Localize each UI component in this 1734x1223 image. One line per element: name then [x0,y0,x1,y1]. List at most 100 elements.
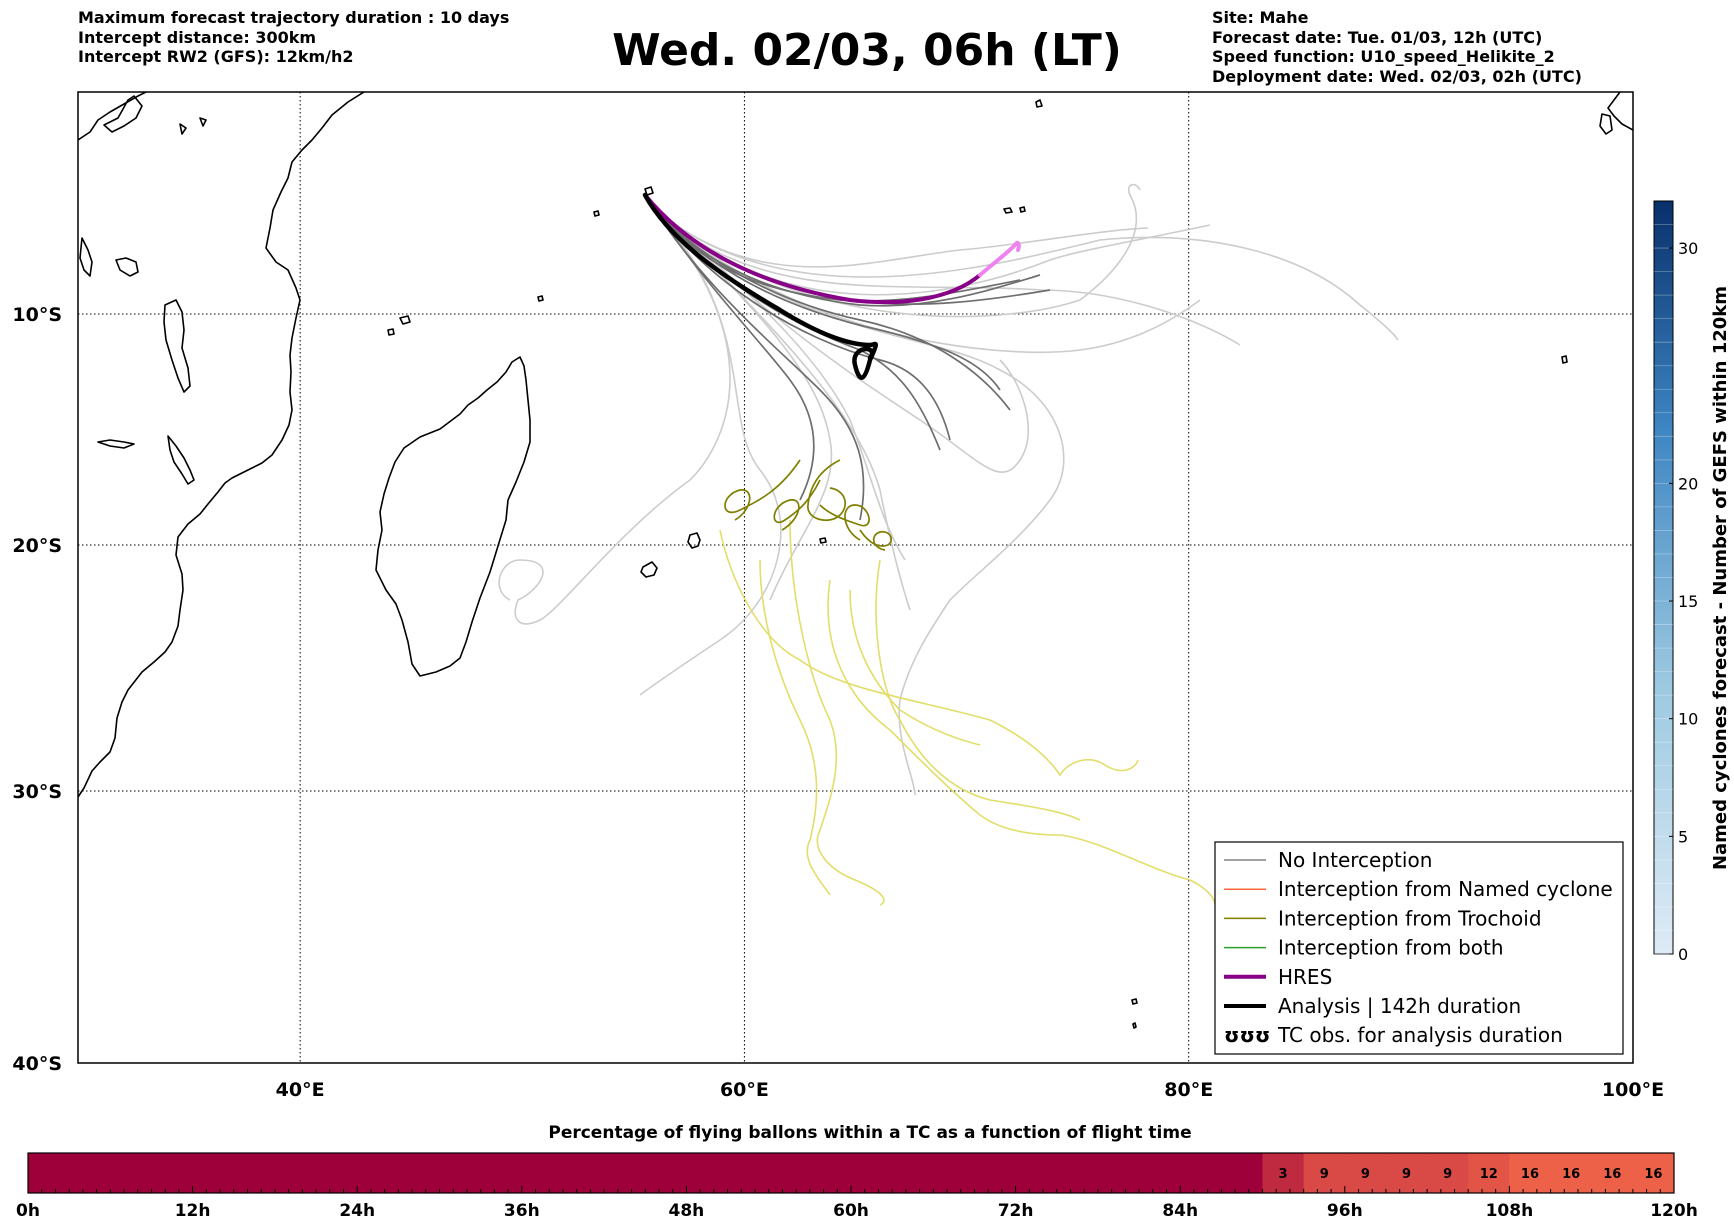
time-bar-cell [1221,1153,1263,1193]
legend-label: Analysis | 142h duration [1278,994,1521,1018]
trajectories-trochoid-tails [719,519,1216,906]
trajectory-light [498,204,731,625]
time-bar-cell [1139,1153,1181,1193]
analysis-trajectory [642,192,878,380]
latitude-label: 20°S [12,535,62,557]
trajectory-no-interception [644,194,1001,391]
legend-box [1214,841,1624,1055]
legend-label: Interception from both [1278,936,1504,960]
time-bar-cell [686,1153,729,1193]
colorbar-title: Named cyclones forecast - Number of GEFS… [1710,286,1731,870]
time-bar-tick-label: 0h [16,1201,40,1221]
island-mahe [644,186,654,196]
time-bar-cell [316,1153,358,1193]
legend-item: ʊʊʊ TC obs. for analysis duration [1224,1023,1563,1047]
time-bar-cell [1550,1153,1593,1193]
islands-cluster-mid [537,210,1568,364]
trajectory-no-interception [644,194,865,521]
time-bar-cell [727,1153,770,1193]
arabia-fragment [78,92,147,141]
time-bar-tick-label: 60h [833,1201,869,1221]
lake-victoria [163,299,191,393]
trajectory-light [649,204,1149,268]
time-bar-cell [192,1153,235,1193]
time-bar-cell [110,1153,152,1193]
islands-cluster-south [1131,998,1138,1029]
time-bar-tick-label: 96h [1327,1201,1363,1221]
time-bar-cell [1015,1153,1058,1193]
legend-item: Interception from both [1224,936,1504,960]
time-bar-cell [933,1153,975,1193]
legend-label: HRES [1278,965,1332,989]
time-bar-cell-value: 16 [1521,1167,1539,1182]
legend-item: HRES [1224,965,1332,989]
longitude-label: 60°E [720,1079,769,1101]
site-text: Site: Mahe [1212,8,1309,27]
trajectory-trochoid-tail [719,529,1139,777]
colorbar-ticks: 0 5 10 15 20 30 [1669,239,1698,964]
time-bar-cell [1591,1153,1634,1193]
time-bar-tick-label: 108h [1486,1201,1534,1221]
time-bar-cells: 3 9 9 9 9 12 16 16 16 16 [28,1153,1675,1193]
time-bar-cell [645,1153,687,1193]
time-bar-cell [851,1153,893,1193]
site-info-block: Site: Mahe Forecast date: Tue. 01/03, 12… [1212,8,1582,86]
time-bar-cell-value: 9 [1443,1167,1452,1182]
colorbar-gradient [1653,200,1674,955]
time-bar-cell [151,1153,194,1193]
legend-label: Interception from Named cyclone [1278,877,1613,901]
trajectories-trochoid [724,459,893,551]
trajectory-no-interception [644,194,1011,411]
far-east-coast [1607,92,1633,131]
time-bar-cell [233,1153,276,1193]
time-bar-cell [1632,1153,1675,1193]
legend-item: No Interception [1224,848,1432,872]
forecast-date-text: Forecast date: Tue. 01/03, 12h (UTC) [1212,27,1543,47]
longitude-labels: 40°E 60°E 80°E 100°E [276,1079,1664,1101]
time-bar-cell [1303,1153,1346,1193]
graticule [78,92,1633,1063]
intercept-distance-text: Intercept distance: 300km [78,27,317,47]
time-bar-cell [1180,1153,1222,1193]
time-bar-cell [1427,1153,1469,1193]
colorbar-tick-label: 0 [1678,945,1688,964]
trajectory-trochoid [807,459,847,522]
time-bar-tick-label: 36h [504,1201,540,1221]
africa-coastline [78,92,365,798]
legend-label: No Interception [1278,848,1432,872]
time-bar-tick-label: 120h [1650,1201,1698,1221]
time-bar-cell-value: 9 [1320,1167,1329,1182]
trajectory-trochoid-tail [875,559,1081,821]
time-bar-tick-label: 72h [998,1201,1034,1221]
time-bar-cell [604,1153,646,1193]
islands-cluster-top [1003,99,1043,214]
inland-lake-north [103,95,207,135]
trajectory-trochoid-tail [759,559,831,896]
time-bar-tick-label: 12h [175,1201,211,1221]
colorbar-tick-label: 10 [1678,710,1698,729]
intercept-rw2-text: Intercept RW2 (GFS): 12km/h2 [78,47,354,66]
legend-item: Interception from Trochoid [1224,906,1542,930]
time-bar-cell [1509,1153,1552,1193]
island-mauritius [687,532,701,549]
time-bar-cell [521,1153,564,1193]
time-bar-cell [768,1153,811,1193]
map-frame [77,91,1634,1064]
far-east-island [1599,113,1613,135]
island-reunion [640,561,658,578]
colorbar-tick-label: 15 [1678,592,1698,611]
hres-trajectory [643,193,982,305]
madagascar-coastline [375,356,531,677]
time-bar-cell [1344,1153,1387,1193]
time-bar-tick-label: 48h [669,1201,705,1221]
time-bar-ticks: 0h 12h 24h 36h 48h 60h 72h 84h 96h 108h 120h [16,1186,1698,1221]
legend-item: Interception from Named cyclone [1224,877,1613,901]
trajectory-light [649,204,906,561]
time-bar-cell [1385,1153,1428,1193]
time-bar-cell [1262,1153,1305,1193]
time-bar-cell [480,1153,523,1193]
time-bar-cell-value: 16 [1562,1167,1580,1182]
time-bar-cell-value: 12 [1480,1167,1498,1182]
speed-function-text: Speed function: U10_speed_Helikite_2 [1212,47,1555,66]
lake-kivu [115,257,139,277]
